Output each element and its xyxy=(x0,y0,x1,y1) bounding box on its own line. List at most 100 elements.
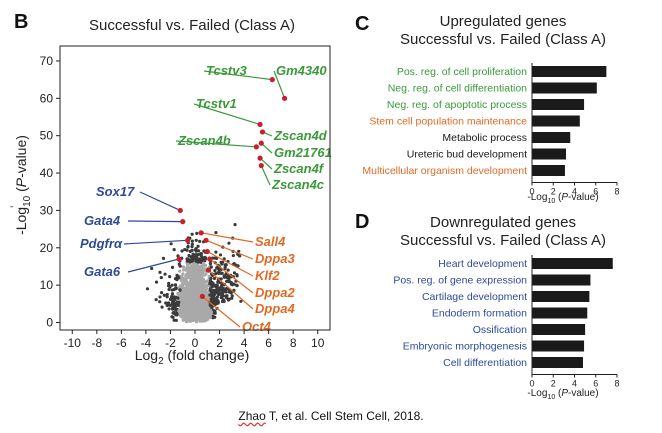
x-tick-label: 2 xyxy=(216,336,223,350)
term-label: Neg. reg. of apoptotic process xyxy=(387,99,527,111)
x-tick-label: 6 xyxy=(593,379,598,389)
volcano-point xyxy=(193,310,197,314)
volcano-point xyxy=(208,287,212,291)
volcano-point xyxy=(191,300,195,304)
volcano-point xyxy=(205,309,209,313)
volcano-point xyxy=(191,290,195,294)
volcano-point xyxy=(197,282,201,287)
volcano-point xyxy=(208,279,213,283)
volcano-point xyxy=(201,289,205,294)
bar xyxy=(532,82,597,94)
gene-label: Sox17 xyxy=(96,184,135,199)
gene-label: Zscan4d xyxy=(273,128,328,143)
panel-d-downregulated-bars: D Downregulated genes Successful vs. Fai… xyxy=(355,211,620,401)
volcano-point xyxy=(180,295,184,300)
volcano-point xyxy=(190,239,194,243)
volcano-point xyxy=(186,283,190,287)
volcano-point xyxy=(165,295,169,299)
gene-label: Dppa4 xyxy=(255,301,296,316)
volcano-point xyxy=(216,299,220,303)
gene-highlight-point xyxy=(203,237,209,243)
volcano-point xyxy=(189,278,193,282)
gene-highlight-point xyxy=(204,248,210,255)
volcano-point xyxy=(209,276,213,280)
volcano-point xyxy=(226,268,230,272)
volcano-point xyxy=(214,230,218,235)
volcano-point xyxy=(201,277,206,281)
volcano-point xyxy=(173,283,178,287)
volcano-point xyxy=(208,262,213,266)
volcano-point xyxy=(200,300,204,304)
volcano-point xyxy=(184,315,189,319)
volcano-point xyxy=(180,249,184,253)
x-tick-label: 2 xyxy=(551,379,556,389)
gene-label: Gm21761 xyxy=(274,145,332,160)
volcano-point xyxy=(199,304,203,308)
volcano-point xyxy=(172,310,176,315)
volcano-point xyxy=(190,232,194,236)
bar xyxy=(532,291,590,302)
volcano-point xyxy=(196,258,200,262)
volcano-point xyxy=(216,280,220,284)
volcano-point xyxy=(191,270,195,274)
y-label-close: -value) xyxy=(13,135,29,178)
volcano-point xyxy=(175,313,179,317)
volcano-point xyxy=(170,292,175,296)
volcano-point xyxy=(194,246,198,251)
volcano-point xyxy=(154,297,158,302)
volcano-point xyxy=(181,265,186,269)
term-label: Cell differentiation xyxy=(443,357,527,369)
volcano-point xyxy=(181,268,186,272)
gene-label: Pdgfrα xyxy=(80,236,123,251)
x-label-log: Log xyxy=(135,347,158,363)
x-tick-label: 8 xyxy=(290,336,297,350)
volcano-point xyxy=(235,283,239,288)
volcano-point xyxy=(193,281,197,285)
term-label: Ureteric bud development xyxy=(407,149,527,161)
volcano-point xyxy=(219,277,223,281)
x-tick-label: -6 xyxy=(116,336,127,350)
gene-label: Sall4 xyxy=(255,234,286,249)
gene-callout-line xyxy=(259,157,273,170)
volcano-point xyxy=(204,303,208,307)
volcano-point xyxy=(217,271,221,276)
volcano-point xyxy=(183,279,187,283)
volcano-point xyxy=(218,286,222,290)
y-tick-label: 20 xyxy=(40,241,54,255)
volcano-point xyxy=(195,274,200,278)
bar xyxy=(532,274,591,286)
volcano-point xyxy=(195,231,199,235)
gene-highlight-point xyxy=(269,77,275,83)
volcano-point xyxy=(231,253,235,258)
x-tick-label: 8 xyxy=(614,379,619,389)
volcano-point xyxy=(196,244,200,248)
volcano-point xyxy=(170,315,174,319)
y-tick-label: 70 xyxy=(40,54,54,68)
term-label: Neg. reg. of cell differentiation xyxy=(388,83,527,95)
volcano-point xyxy=(198,270,202,274)
volcano-point xyxy=(200,267,204,271)
volcano-point xyxy=(173,306,177,310)
volcano-point xyxy=(203,255,207,259)
volcano-point xyxy=(168,275,172,279)
volcano-point xyxy=(201,282,205,286)
volcano-point xyxy=(213,256,217,260)
gene-label: Dppa2 xyxy=(255,285,296,300)
c-x-label-close: -value) xyxy=(568,192,599,203)
volcano-point xyxy=(213,268,217,273)
volcano-point xyxy=(183,309,187,313)
upregulated-bars xyxy=(532,66,607,176)
y-tick-label: 30 xyxy=(40,203,54,217)
volcano-point xyxy=(239,299,243,303)
volcano-point xyxy=(181,305,186,310)
y-label-open: ( xyxy=(13,187,29,196)
volcano-point xyxy=(218,253,223,257)
bar xyxy=(532,148,566,160)
volcano-point xyxy=(223,275,227,279)
volcano-point xyxy=(180,274,184,278)
volcano-point xyxy=(203,313,207,317)
c-x-label-p: P xyxy=(561,192,568,203)
gene-callout-line xyxy=(193,103,261,126)
gene-highlight-point xyxy=(198,230,204,236)
